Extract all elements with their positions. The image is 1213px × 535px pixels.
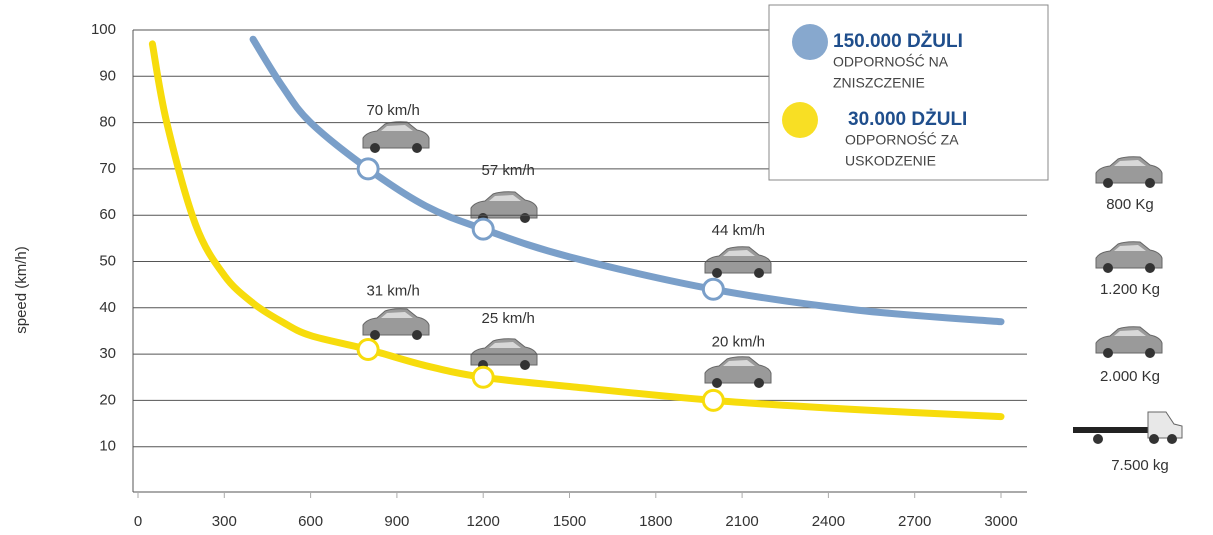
- y-tick-label: 20: [99, 391, 116, 408]
- legend-description: ODPORNOŚĆ NA: [833, 53, 949, 70]
- marker: [473, 219, 493, 239]
- data-label: 31 km/h: [366, 282, 419, 299]
- vehicle-weight-label: 7.500 kg: [1111, 457, 1169, 474]
- legend-description: ODPORNOŚĆ ZA: [845, 131, 959, 148]
- y-tick-label: 70: [99, 160, 116, 177]
- marker: [358, 159, 378, 179]
- legend-swatch: [792, 24, 828, 60]
- x-tick-label: 2700: [898, 513, 931, 530]
- vehicle-weight-label: 1.200 Kg: [1100, 281, 1160, 298]
- legend-label: 150.000 DŻULI: [833, 31, 963, 52]
- x-tick-label: 900: [384, 513, 409, 530]
- marker: [703, 279, 723, 299]
- chart: speed (km/h) 70 km/h 57 km/h 44 km/h 31 km/…: [0, 0, 1213, 535]
- legend-description: USKODZENIE: [845, 153, 936, 169]
- y-tick-label: 100: [91, 21, 116, 38]
- legend-label: 30.000 DŻULI: [848, 109, 967, 130]
- x-tick-label: 2100: [725, 513, 758, 530]
- vehicle-weight-label: 800 Kg: [1106, 196, 1154, 213]
- y-tick-label: 80: [99, 114, 116, 131]
- legend-swatch: [782, 102, 818, 138]
- y-tick-label: 30: [99, 345, 116, 362]
- marker: [703, 390, 723, 410]
- x-tick-label: 1500: [553, 513, 586, 530]
- data-label: 57 km/h: [482, 162, 535, 179]
- y-axis-label: speed (km/h): [13, 246, 30, 334]
- data-label: 44 km/h: [712, 222, 765, 239]
- x-tick-label: 600: [298, 513, 323, 530]
- data-label: 20 km/h: [712, 333, 765, 350]
- vehicle-weight-label: 2.000 Kg: [1100, 368, 1160, 385]
- data-label: 70 km/h: [366, 102, 419, 119]
- x-tick-label: 0: [134, 513, 142, 530]
- marker: [473, 367, 493, 387]
- x-tick-label: 3000: [984, 513, 1017, 530]
- x-tick-label: 1200: [467, 513, 500, 530]
- data-label: 25 km/h: [482, 310, 535, 327]
- legend-description: ZNISZCZENIE: [833, 75, 925, 91]
- y-tick-label: 90: [99, 67, 116, 84]
- x-tick-label: 300: [212, 513, 237, 530]
- y-tick-label: 40: [99, 299, 116, 316]
- x-tick-label: 1800: [639, 513, 672, 530]
- y-tick-label: 50: [99, 252, 116, 269]
- marker: [358, 339, 378, 359]
- y-tick-label: 60: [99, 206, 116, 223]
- y-tick-label: 10: [99, 438, 116, 455]
- x-tick-label: 2400: [812, 513, 845, 530]
